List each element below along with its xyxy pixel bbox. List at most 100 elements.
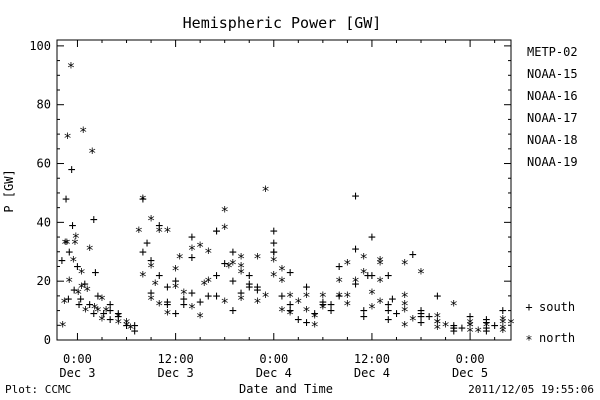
data-point-south: + <box>384 312 392 327</box>
data-point-north: * <box>220 205 228 221</box>
data-point-north: * <box>351 275 359 291</box>
data-point-south: + <box>147 286 155 301</box>
data-point-north: * <box>433 322 441 338</box>
data-point-south: + <box>180 292 188 307</box>
data-point-north: * <box>114 316 122 332</box>
data-point-south: + <box>499 304 507 319</box>
y-axis: 0 20 40 60 80 100 <box>29 39 511 347</box>
data-point-south: + <box>94 289 102 304</box>
data-point-north: * <box>196 310 204 326</box>
data-point-north: * <box>400 290 408 306</box>
data-point-north: * <box>77 266 85 282</box>
data-point-south: + <box>364 268 372 283</box>
data-point-south: + <box>188 286 196 301</box>
data-point-north: * <box>466 316 474 332</box>
data-point-south: + <box>384 268 392 283</box>
data-point-south: + <box>270 224 278 239</box>
data-point-north: * <box>376 258 384 274</box>
data-point-south: + <box>164 298 172 313</box>
data-point-south: + <box>155 218 163 233</box>
data-point-south: + <box>433 289 441 304</box>
data-point-north: * <box>98 313 106 329</box>
data-point-south: + <box>286 265 294 280</box>
data-point-north: * <box>147 293 155 309</box>
data-point-north: * <box>417 266 425 282</box>
data-point-north: * <box>319 302 327 318</box>
data-point-south: + <box>164 280 172 295</box>
data-point-south: + <box>352 277 360 292</box>
data-point-north: * <box>188 302 196 318</box>
data-point-south: + <box>450 324 458 339</box>
data-point-north: * <box>135 225 143 241</box>
data-point-north: * <box>122 316 130 332</box>
data-point-south: + <box>303 315 311 330</box>
data-point-south: + <box>139 192 147 207</box>
data-point-south: + <box>384 298 392 313</box>
data-point-south: + <box>303 280 311 295</box>
data-point-north: * <box>60 296 68 312</box>
data-point-north: * <box>400 319 408 335</box>
data-point-south: + <box>114 307 122 322</box>
data-point-south: + <box>143 236 151 251</box>
x-tick-label-day: Dec 5 <box>452 366 488 380</box>
data-point-north: * <box>450 299 458 315</box>
y-tick-label: 60 <box>37 157 51 171</box>
y-tick-label: 100 <box>29 39 51 53</box>
data-point-north: * <box>360 252 368 268</box>
data-point-north: * <box>180 287 188 303</box>
data-point-north: * <box>482 319 490 335</box>
data-point-north: * <box>441 319 449 335</box>
x-tick-label-day: Dec 4 <box>354 366 390 380</box>
data-point-north: * <box>261 290 269 306</box>
data-point-south: + <box>90 212 98 227</box>
data-point-south: + <box>106 298 114 313</box>
data-point-south: + <box>172 307 180 322</box>
data-point-north: * <box>237 293 245 309</box>
data-point-north: * <box>81 305 89 321</box>
data-point-south: + <box>92 265 100 280</box>
marker-key-label-north: north <box>539 331 575 345</box>
data-point-south: + <box>491 318 499 333</box>
data-point-north: * <box>433 316 441 332</box>
data-point-south: + <box>204 289 212 304</box>
data-point-south: + <box>270 245 278 260</box>
data-point-south: + <box>270 245 278 260</box>
data-point-south: + <box>388 292 396 307</box>
data-point-north: * <box>74 287 82 303</box>
data-point-south: + <box>90 307 98 322</box>
data-point-south: + <box>114 309 122 324</box>
data-point-south: + <box>417 307 425 322</box>
data-point-north: * <box>147 260 155 276</box>
data-point-north: * <box>253 296 261 312</box>
data-point-north: * <box>466 319 474 335</box>
chart-title: Hemispheric Power [GW] <box>183 14 382 32</box>
data-point-north: * <box>433 316 441 332</box>
data-point-south: + <box>319 298 327 313</box>
data-point-south: + <box>229 245 237 260</box>
data-point-south: + <box>106 304 114 319</box>
data-point-north: * <box>94 305 102 321</box>
data-point-north: * <box>114 310 122 326</box>
data-point-north: * <box>204 246 212 262</box>
data-point-north: * <box>77 281 85 297</box>
data-point-north: * <box>319 290 327 306</box>
data-point-south: + <box>417 315 425 330</box>
data-point-south: + <box>450 318 458 333</box>
data-point-south: + <box>155 268 163 283</box>
x-tick-label-time: 0:00 <box>63 352 92 366</box>
data-point-south: + <box>139 245 147 260</box>
data-point-north: * <box>63 237 71 253</box>
data-point-south: + <box>70 283 78 298</box>
data-point-south: + <box>180 298 188 313</box>
data-point-north: * <box>237 266 245 282</box>
data-point-north: * <box>278 305 286 321</box>
data-point-north: * <box>196 240 204 256</box>
data-point-north: * <box>59 319 67 335</box>
data-point-north: * <box>175 252 183 268</box>
data-point-south: + <box>311 307 319 322</box>
data-point-north: * <box>237 252 245 268</box>
data-point-south: + <box>237 286 245 301</box>
